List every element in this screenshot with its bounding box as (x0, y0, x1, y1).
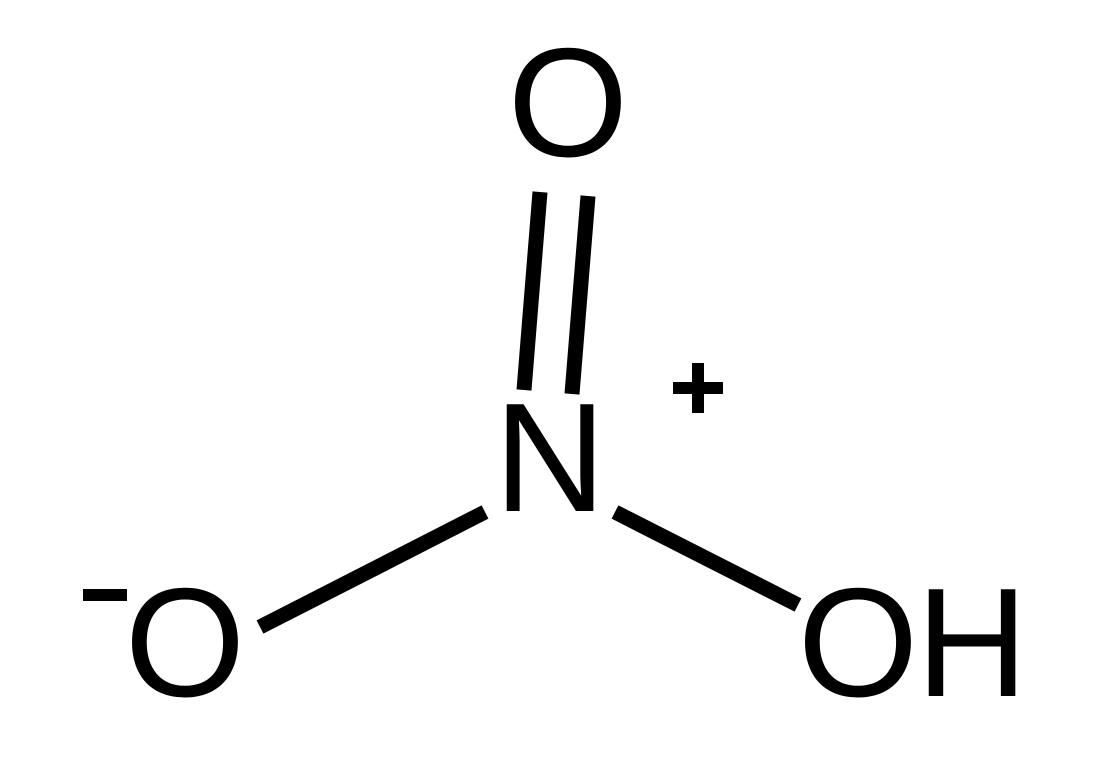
oxygen-right-atom: O (798, 556, 919, 729)
chemical-structure-diagram: O N O O H (0, 0, 1100, 779)
double-bond-line-1 (524, 192, 540, 390)
single-bond-right (615, 512, 798, 605)
plus-charge-icon (673, 363, 723, 413)
oxygen-left-atom: O (125, 556, 246, 729)
double-bond-line-2 (572, 196, 588, 394)
hydrogen-atom: H (916, 556, 1028, 729)
single-bond-left (260, 512, 485, 627)
nitrogen-atom: N (494, 371, 606, 544)
oxygen-top-atom: O (508, 16, 629, 189)
